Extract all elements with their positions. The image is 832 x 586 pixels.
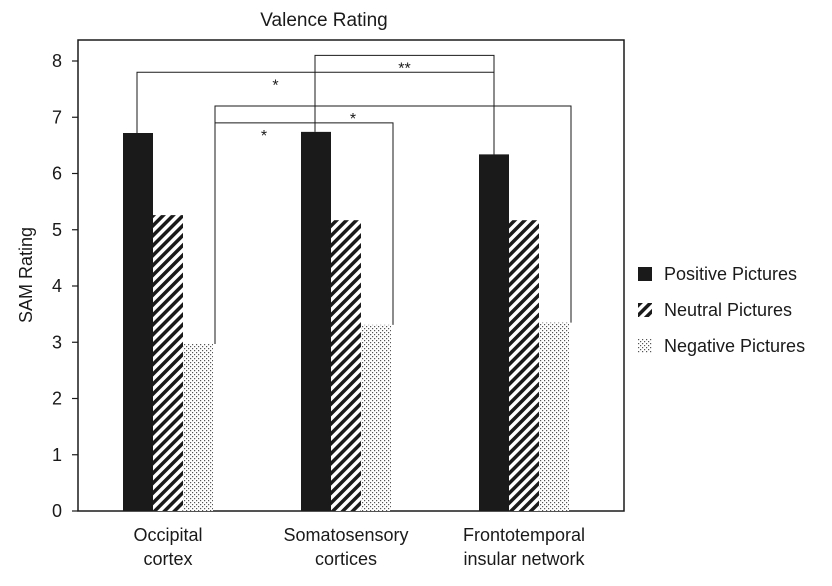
legend-label: Neutral Pictures	[664, 299, 793, 320]
y-tick-label: 2	[52, 389, 62, 409]
bar-diagonal-hatch	[153, 215, 183, 511]
chart-title: Valence Rating	[260, 10, 387, 31]
legend-item-neutral: Neutral Pictures	[638, 292, 805, 328]
legend-item-positive: Positive Pictures	[638, 256, 805, 292]
x-tick-label: Somatosensory	[283, 525, 408, 545]
legend-swatch-hatch	[638, 303, 652, 317]
bar-solid	[301, 131, 331, 511]
bar-solid	[123, 133, 153, 511]
y-tick-label: 4	[52, 276, 62, 296]
x-tick-label: cortices	[315, 549, 377, 569]
y-tick-label: 6	[52, 164, 62, 184]
significance-label: *	[272, 77, 278, 94]
legend-item-negative: Negative Pictures	[638, 328, 805, 364]
y-axis-label: SAM Rating	[16, 227, 36, 323]
x-tick-label: insular network	[463, 549, 585, 569]
x-tick-label: cortex	[143, 549, 192, 569]
significance-label: *	[261, 128, 267, 145]
legend-swatch-dots	[638, 339, 652, 353]
y-tick-label: 3	[52, 332, 62, 352]
bar-dots	[539, 322, 569, 511]
significance-bracket	[214, 122, 394, 344]
y-axis: 0 1 2 3 4 5 6 7 8	[52, 51, 78, 521]
significance-brackets: *****	[136, 54, 572, 344]
significance-label: *	[350, 111, 356, 128]
legend-label: Negative Pictures	[664, 335, 806, 356]
x-tick-label: Occipital	[133, 525, 202, 545]
y-tick-label: 8	[52, 51, 62, 71]
bar-solid	[479, 154, 509, 511]
legend: Positive Pictures Neutral Pictures Negat…	[638, 256, 805, 364]
bar-diagonal-hatch	[509, 220, 539, 511]
bar-diagonal-hatch	[331, 220, 361, 511]
y-tick-label: 5	[52, 220, 62, 240]
bar-dots	[361, 324, 391, 511]
significance-label: **	[398, 60, 410, 77]
bar-dots	[183, 343, 213, 511]
legend-swatch-solid	[638, 267, 652, 281]
y-tick-label: 0	[52, 501, 62, 521]
significance-bracket	[314, 54, 495, 155]
bars-group	[123, 131, 569, 511]
x-axis: Occipital cortex Somatosensory cortices Fron…	[133, 525, 585, 569]
y-tick-label: 7	[52, 107, 62, 127]
y-tick-label: 1	[52, 445, 62, 465]
x-tick-label: Frontotemporal	[463, 525, 585, 545]
legend-label: Positive Pictures	[664, 263, 798, 284]
